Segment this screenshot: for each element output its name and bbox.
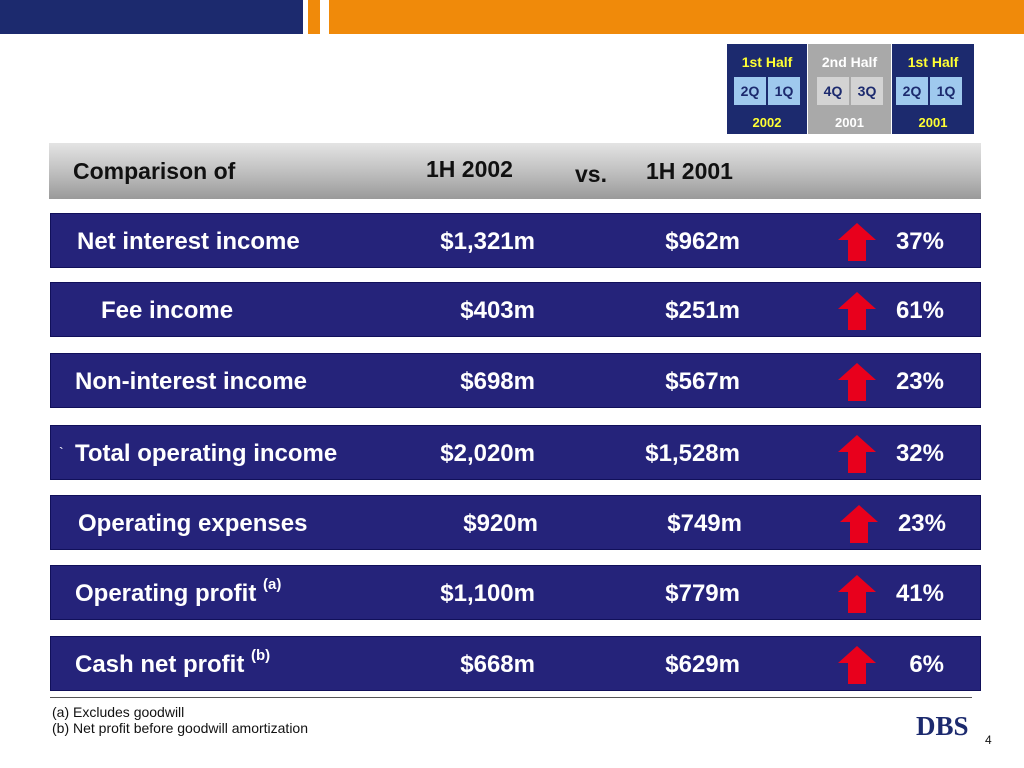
row-value-1h2001: $962m [665, 228, 740, 255]
row-label-text: Operating profit [75, 580, 257, 607]
row-non-interest-income: Non-interest income $698m $567m 23% [50, 353, 981, 408]
row-fee-income: Fee income $403m $251m 61% [50, 282, 981, 337]
row-value-1h2001: $1,528m [645, 440, 740, 467]
up-arrow-icon [838, 292, 876, 330]
footnote-ref-b: (b) [251, 647, 271, 664]
dbs-logo: DBS [916, 711, 969, 741]
badge-header: 1st Half [907, 54, 959, 70]
up-arrow-icon [840, 505, 878, 543]
row-value-1h2001: $749m [667, 510, 742, 537]
comparison-label: Comparison of [73, 158, 236, 184]
badge-col-1h-2002: 1st Half 2Q 1Q 2002 [727, 44, 807, 134]
row-label: Net interest income [77, 228, 300, 255]
badge-quarter: 2Q [734, 77, 766, 105]
row-value-1h2002: $2,020m [440, 440, 535, 467]
row-value-1h2002: $403m [460, 297, 535, 324]
row-value-1h2001: $629m [665, 651, 740, 678]
top-bar-orange-small [308, 0, 320, 34]
row-operating-expenses: Operating expenses $920m $749m 23% [50, 495, 981, 550]
row-net-interest-income: Net interest income $1,321m $962m 37% [50, 213, 981, 268]
row-value-1h2002: $668m [460, 651, 535, 678]
badge-col-1h-2001: 1st Half 2Q 1Q 2001 [892, 44, 974, 134]
badge-quarter: 4Q [817, 77, 849, 105]
top-bar-navy [0, 0, 303, 34]
footnote-b: (b) Net profit before goodwill amortizat… [52, 720, 309, 736]
row-operating-profit: Operating profit (a) $1,100m $779m 41% [50, 565, 981, 620]
row-label: Non-interest income [75, 368, 308, 395]
footer-divider [50, 697, 972, 698]
row-value-1h2001: $567m [665, 368, 740, 395]
row-change-percent: 23% [897, 510, 946, 537]
badge-quarter: 1Q [930, 77, 962, 105]
badge-quarter: 2Q [896, 77, 928, 105]
row-value-1h2001: $251m [665, 297, 740, 324]
row-value-1h2002: $1,321m [440, 228, 535, 255]
top-bar-gap [303, 0, 308, 34]
row-label: Total operating income [75, 440, 338, 467]
row-value-1h2002: $1,100m [440, 580, 535, 607]
page-number: 4 [985, 733, 992, 747]
row-change-percent: 23% [895, 368, 944, 395]
badge-header: 1st Half [741, 54, 793, 70]
comparison-period-2: 1H 2001 [646, 158, 733, 184]
comparison-vs: vs. [575, 161, 607, 187]
up-arrow-icon [838, 646, 876, 684]
row-label: Cash net profit (b) [75, 647, 270, 679]
row-change-percent: 61% [895, 297, 944, 324]
row-label: Operating expenses [78, 510, 308, 537]
comparison-period-1: 1H 2002 [426, 156, 513, 182]
period-badge: 1st Half 2Q 1Q 2002 2nd Half 4Q 3Q 2001 … [727, 44, 974, 134]
up-arrow-icon [838, 363, 876, 401]
row-value-1h2002: $698m [460, 368, 535, 395]
row-change-percent: 6% [909, 651, 944, 678]
comparison-header: Comparison of 1H 2002 vs. 1H 2001 [49, 143, 981, 199]
footnote-a: (a) Excludes goodwill [52, 704, 185, 720]
badge-year: 2001 [835, 115, 864, 130]
badge-quarter: 1Q [768, 77, 800, 105]
badge-year: 2001 [918, 115, 948, 130]
row-label-text: Cash net profit [75, 651, 245, 678]
row-label: Fee income [101, 297, 234, 324]
badge-year: 2002 [752, 115, 782, 130]
top-bar-orange [329, 0, 1024, 34]
row-label: Operating profit (a) [75, 576, 281, 608]
row-cash-net-profit: Cash net profit (b) $668m $629m 6% [50, 636, 981, 691]
up-arrow-icon [838, 223, 876, 261]
up-arrow-icon [838, 575, 876, 613]
row-change-percent: 41% [895, 580, 944, 607]
badge-header: 2nd Half [821, 54, 878, 70]
row-value-1h2002: $920m [463, 510, 538, 537]
row-change-percent: 32% [895, 440, 944, 467]
badge-col-2h-2001: 2nd Half 4Q 3Q 2001 [808, 44, 891, 134]
row-change-percent: 37% [895, 228, 944, 255]
footnote-ref-a: (a) [263, 576, 282, 593]
up-arrow-icon [838, 435, 876, 473]
row-value-1h2001: $779m [665, 580, 740, 607]
stray-mark: ` [59, 444, 64, 460]
row-total-operating-income: ` Total operating income $2,020m $1,528m… [50, 425, 981, 480]
badge-quarter: 3Q [851, 77, 883, 105]
